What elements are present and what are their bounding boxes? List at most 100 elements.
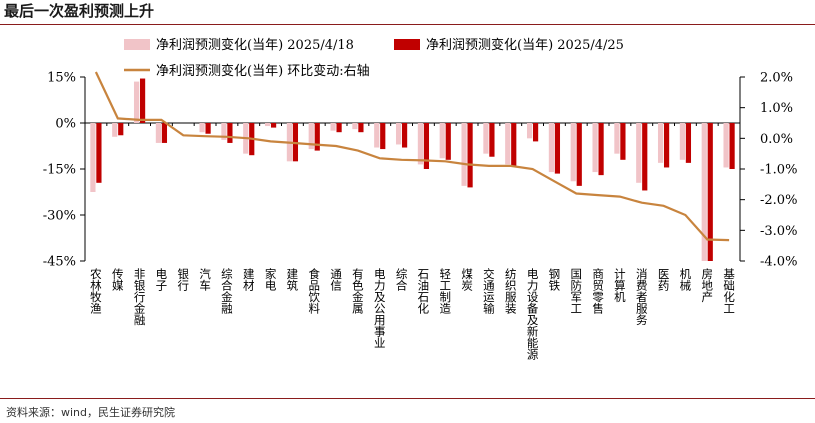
bar-series1	[592, 123, 598, 173]
category-label: 电力设备及新能源	[526, 268, 540, 361]
category-label: 建材	[242, 267, 256, 291]
change-line	[94, 71, 730, 242]
category-label: 综合金融	[220, 267, 234, 315]
bars	[90, 78, 735, 261]
category-label: 计算机	[613, 268, 627, 303]
bar-series2	[423, 123, 430, 169]
bar-series1	[330, 123, 336, 131]
right-tick-label: -4.0%	[760, 255, 797, 270]
category-label: 交通运输	[482, 267, 496, 315]
bar-series1	[374, 123, 380, 148]
legend-swatch-series1	[124, 39, 150, 50]
title-divider	[0, 24, 815, 25]
bar-series1	[308, 123, 314, 150]
chart-title: 最后一次盈利预测上升	[4, 2, 155, 20]
left-tick-label: -30%	[43, 209, 76, 224]
category-label: 国防军工	[569, 268, 583, 314]
category-label: 纺织服装	[504, 267, 518, 315]
category-label: 机械	[678, 267, 692, 292]
bar-series1	[636, 123, 642, 183]
bar-series2	[511, 123, 517, 166]
axes: 15% 0% -15% -30% -45% 2.0% 1.0% 0.0% -1.0% -2.0% -…	[43, 71, 798, 270]
source-note: 资料来源：wind，民生证券研究院	[6, 406, 176, 419]
category-label: 电力及公用事业	[373, 268, 387, 349]
bar-series2	[161, 123, 168, 143]
category-label: 基础化工	[722, 268, 736, 314]
bar-series1	[439, 123, 445, 159]
change-line-path	[94, 71, 730, 242]
category-label: 商贸零售	[591, 267, 605, 315]
right-tick-label: 2.0%	[760, 71, 793, 86]
bar-series1	[417, 123, 424, 165]
category-label: 有色金属	[351, 267, 365, 315]
category-label: 食品饮料	[307, 267, 321, 315]
right-tick-label: -2.0%	[760, 193, 797, 208]
bar-series1	[570, 123, 576, 182]
bar-series1	[548, 123, 555, 173]
category-label: 钢铁	[547, 268, 561, 291]
category-label: 家电	[264, 267, 278, 291]
legend-label-series2: 净利润预测变化(当年) 2025/4/25	[426, 37, 624, 53]
bar-series1	[483, 123, 489, 154]
right-tick-label: -3.0%	[760, 224, 797, 239]
category-labels: 农林牧渔 传媒 非银行金融 电子 银行 汽车 综合金融 建材 家电 建筑 食品饮料 通信 有色金属 电力及…	[89, 267, 736, 361]
bar-series1	[614, 123, 620, 154]
bar-series2	[467, 123, 473, 188]
right-tick-label: -1.0%	[760, 163, 797, 178]
bar-series2	[554, 123, 561, 174]
bar-series1	[221, 123, 227, 140]
category-label: 非银行金融	[133, 268, 147, 326]
bar-series2	[707, 123, 713, 261]
category-label: 房地产	[700, 268, 714, 303]
bar-series1	[461, 123, 467, 186]
bar-series1	[352, 123, 358, 130]
legend-swatch-series2	[394, 39, 420, 50]
category-label: 通信	[329, 268, 343, 292]
legend: 净利润预测变化(当年) 2025/4/18 净利润预测变化(当年) 2025/4…	[124, 37, 624, 79]
category-label: 建筑	[285, 267, 299, 291]
bar-series1	[133, 81, 140, 123]
bar-series1	[657, 123, 664, 163]
bar-series2	[445, 123, 451, 160]
legend-label-line: 净利润预测变化(当年) 环比变动:右轴	[156, 63, 370, 79]
bar-series2	[729, 123, 735, 169]
bar-series1	[723, 123, 729, 168]
legend-label-series1: 净利润预测变化(当年) 2025/4/18	[156, 37, 354, 53]
bar-series2	[598, 123, 604, 176]
category-label: 传媒	[111, 267, 125, 292]
bar-series2	[642, 123, 648, 191]
bar-series2	[576, 123, 582, 186]
right-tick-label: 1.0%	[760, 101, 793, 116]
bar-series1	[701, 123, 707, 261]
bar-series1	[90, 123, 96, 192]
category-label: 医药	[657, 268, 671, 292]
bar-series2	[532, 123, 539, 142]
bar-series2	[685, 123, 692, 163]
left-tick-label: 15%	[47, 71, 76, 86]
bar-series1	[199, 123, 205, 133]
category-label: 综合	[395, 267, 409, 291]
left-tick-label: -45%	[43, 255, 76, 270]
bar-series2	[401, 123, 408, 148]
bar-series1	[505, 123, 511, 165]
right-tick-label: 0.0%	[760, 132, 793, 147]
bar-series1	[526, 123, 533, 139]
bar-series2	[205, 123, 211, 134]
left-tick-label: 0%	[55, 117, 76, 132]
category-label: 石油石化	[416, 268, 430, 315]
category-label: 农林牧渔	[89, 267, 103, 315]
bar-series2	[380, 123, 386, 150]
bar-series2	[118, 123, 124, 136]
category-label: 汽车	[198, 267, 212, 292]
category-label: 银行	[176, 267, 190, 292]
left-tick-label: -15%	[43, 163, 76, 178]
bar-series2	[139, 78, 146, 123]
bar-series1	[155, 123, 162, 143]
category-label: 消费者服务	[635, 267, 649, 325]
bar-series1	[264, 123, 271, 127]
bar-series2	[620, 123, 626, 160]
bar-series2	[489, 123, 495, 157]
category-label: 煤炭	[460, 268, 474, 292]
bar-series2	[96, 123, 102, 183]
